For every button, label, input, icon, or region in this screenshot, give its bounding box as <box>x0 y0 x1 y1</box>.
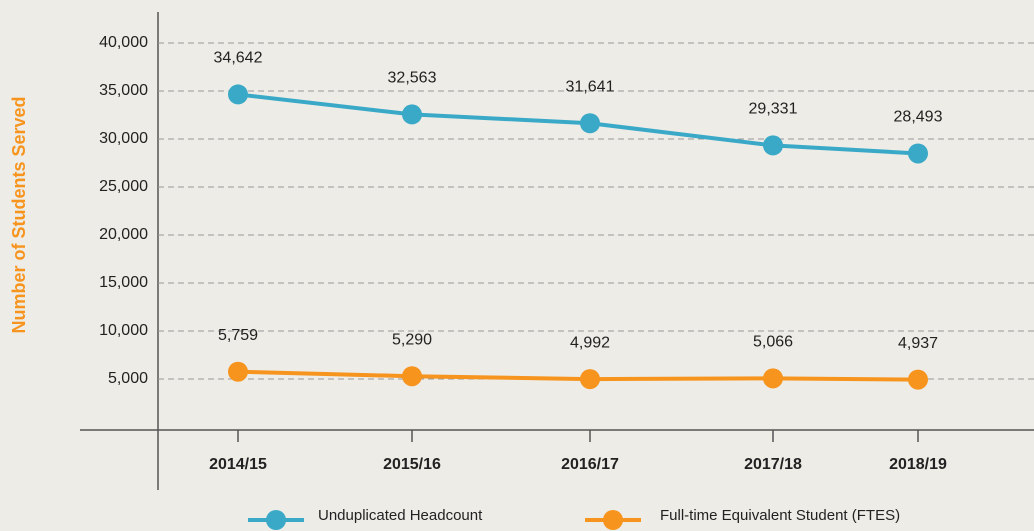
data-label: 31,641 <box>566 78 615 95</box>
data-point <box>402 104 422 125</box>
data-label: 5,290 <box>392 331 432 348</box>
data-point <box>763 368 783 389</box>
y-tick-label: 40,000 <box>99 34 148 51</box>
legend-marker <box>603 510 623 530</box>
legend-label: Full-time Equivalent Student (FTES) <box>660 507 900 524</box>
data-label: 5,066 <box>753 334 793 351</box>
data-label: 4,992 <box>570 334 610 351</box>
data-point <box>228 361 248 382</box>
data-point <box>580 113 600 134</box>
data-label: 29,331 <box>749 101 798 118</box>
y-tick-label: 5,000 <box>108 370 148 387</box>
data-label: 5,759 <box>218 327 258 344</box>
x-tick-label: 2016/17 <box>561 456 619 473</box>
data-label: 32,563 <box>388 70 437 87</box>
legend-marker <box>266 510 286 530</box>
y-tick-label: 35,000 <box>99 82 148 99</box>
data-point <box>402 366 422 387</box>
y-tick-label: 25,000 <box>99 178 148 195</box>
y-tick-label: 30,000 <box>99 130 148 147</box>
legend-label: Unduplicated Headcount <box>318 507 483 524</box>
data-point <box>908 143 928 164</box>
x-tick-label: 2014/15 <box>209 456 267 473</box>
y-tick-label: 20,000 <box>99 226 148 243</box>
data-point <box>580 369 600 390</box>
y-axis-label: Number of Students Served <box>9 96 29 333</box>
y-tick-label: 15,000 <box>99 274 148 291</box>
data-point <box>908 369 928 390</box>
x-tick-label: 2018/19 <box>889 456 947 473</box>
x-tick-label: 2017/18 <box>744 456 802 473</box>
data-point <box>228 84 248 105</box>
data-label: 28,493 <box>894 109 943 126</box>
data-point <box>763 135 783 156</box>
data-label: 4,937 <box>898 335 938 352</box>
x-tick-label: 2015/16 <box>383 456 441 473</box>
data-label: 34,642 <box>214 50 263 67</box>
y-tick-label: 10,000 <box>99 322 148 339</box>
